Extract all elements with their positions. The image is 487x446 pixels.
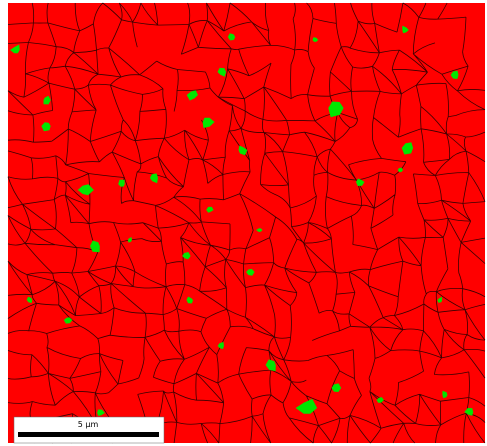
green-grain: [295, 398, 318, 414]
green-grain: [256, 228, 263, 232]
scale-bar-box: [13, 416, 165, 444]
green-grain: [331, 383, 342, 392]
green-grain: [206, 206, 214, 213]
green-grain: [356, 178, 365, 186]
map-background: [8, 3, 485, 443]
green-grain: [397, 167, 404, 173]
green-grain: [328, 101, 344, 118]
green-grain: [442, 390, 448, 399]
grain-boundaries: [7, 2, 486, 444]
green-grain: [402, 25, 409, 34]
green-grain: [437, 296, 443, 303]
green-grain: [217, 341, 224, 350]
green-grain: [77, 184, 94, 196]
green-grain: [43, 95, 51, 105]
green-grain: [202, 117, 215, 128]
green-grain: [26, 296, 33, 303]
green-grain: [186, 296, 194, 304]
green-grain: [90, 240, 100, 253]
green-grain: [41, 122, 51, 132]
green-grain: [450, 70, 459, 79]
green-grain: [10, 44, 20, 54]
green-grain: [401, 142, 414, 155]
green-grain: [246, 268, 255, 276]
boundary-lines: [7, 2, 486, 444]
green-grain: [186, 90, 198, 101]
scale-bar-line: [18, 432, 159, 437]
green-grain: [464, 408, 474, 416]
green-grain: [312, 37, 319, 42]
green-grain: [182, 252, 191, 260]
green-grain: [127, 237, 132, 243]
scale-bar: 5 µm: [13, 416, 165, 444]
green-grain: [376, 397, 384, 403]
green-grain: [149, 173, 158, 184]
green-grain: [265, 359, 276, 372]
green-grain: [238, 145, 248, 156]
green-grain: [118, 179, 125, 187]
green-grain: [63, 317, 73, 324]
secondary-phase: [10, 25, 474, 416]
green-grain: [217, 67, 227, 77]
green-grain: [97, 409, 105, 416]
green-grain: [227, 33, 236, 41]
scale-bar-label: 5 µm: [78, 420, 99, 429]
